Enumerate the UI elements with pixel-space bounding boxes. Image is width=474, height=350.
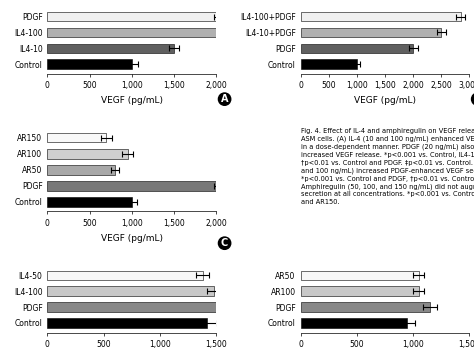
- Bar: [301, 12, 461, 21]
- Bar: [301, 302, 430, 312]
- Bar: [47, 133, 107, 142]
- Bar: [47, 286, 214, 296]
- Bar: [47, 197, 132, 206]
- Bar: [47, 149, 128, 159]
- Bar: [47, 12, 220, 21]
- Text: C: C: [221, 238, 228, 248]
- Bar: [47, 271, 203, 280]
- Bar: [301, 286, 419, 296]
- Bar: [301, 318, 407, 328]
- X-axis label: VEGF (pg/mL): VEGF (pg/mL): [354, 96, 416, 105]
- Bar: [47, 43, 174, 53]
- X-axis label: VEGF (pg/mL): VEGF (pg/mL): [101, 234, 163, 243]
- Bar: [301, 60, 357, 69]
- Bar: [47, 60, 132, 69]
- Bar: [47, 28, 226, 37]
- Bar: [47, 165, 115, 175]
- Bar: [47, 181, 220, 191]
- Bar: [47, 318, 207, 328]
- Text: A: A: [221, 94, 228, 104]
- Bar: [47, 302, 233, 312]
- Bar: [301, 271, 419, 280]
- Bar: [301, 43, 413, 53]
- Bar: [301, 28, 441, 37]
- Text: Fig. 4. Effect of IL-4 and amphiregulin on VEGF release by human
ASM cells. (A) : Fig. 4. Effect of IL-4 and amphiregulin …: [301, 128, 474, 204]
- X-axis label: VEGF (pg/mL): VEGF (pg/mL): [101, 96, 163, 105]
